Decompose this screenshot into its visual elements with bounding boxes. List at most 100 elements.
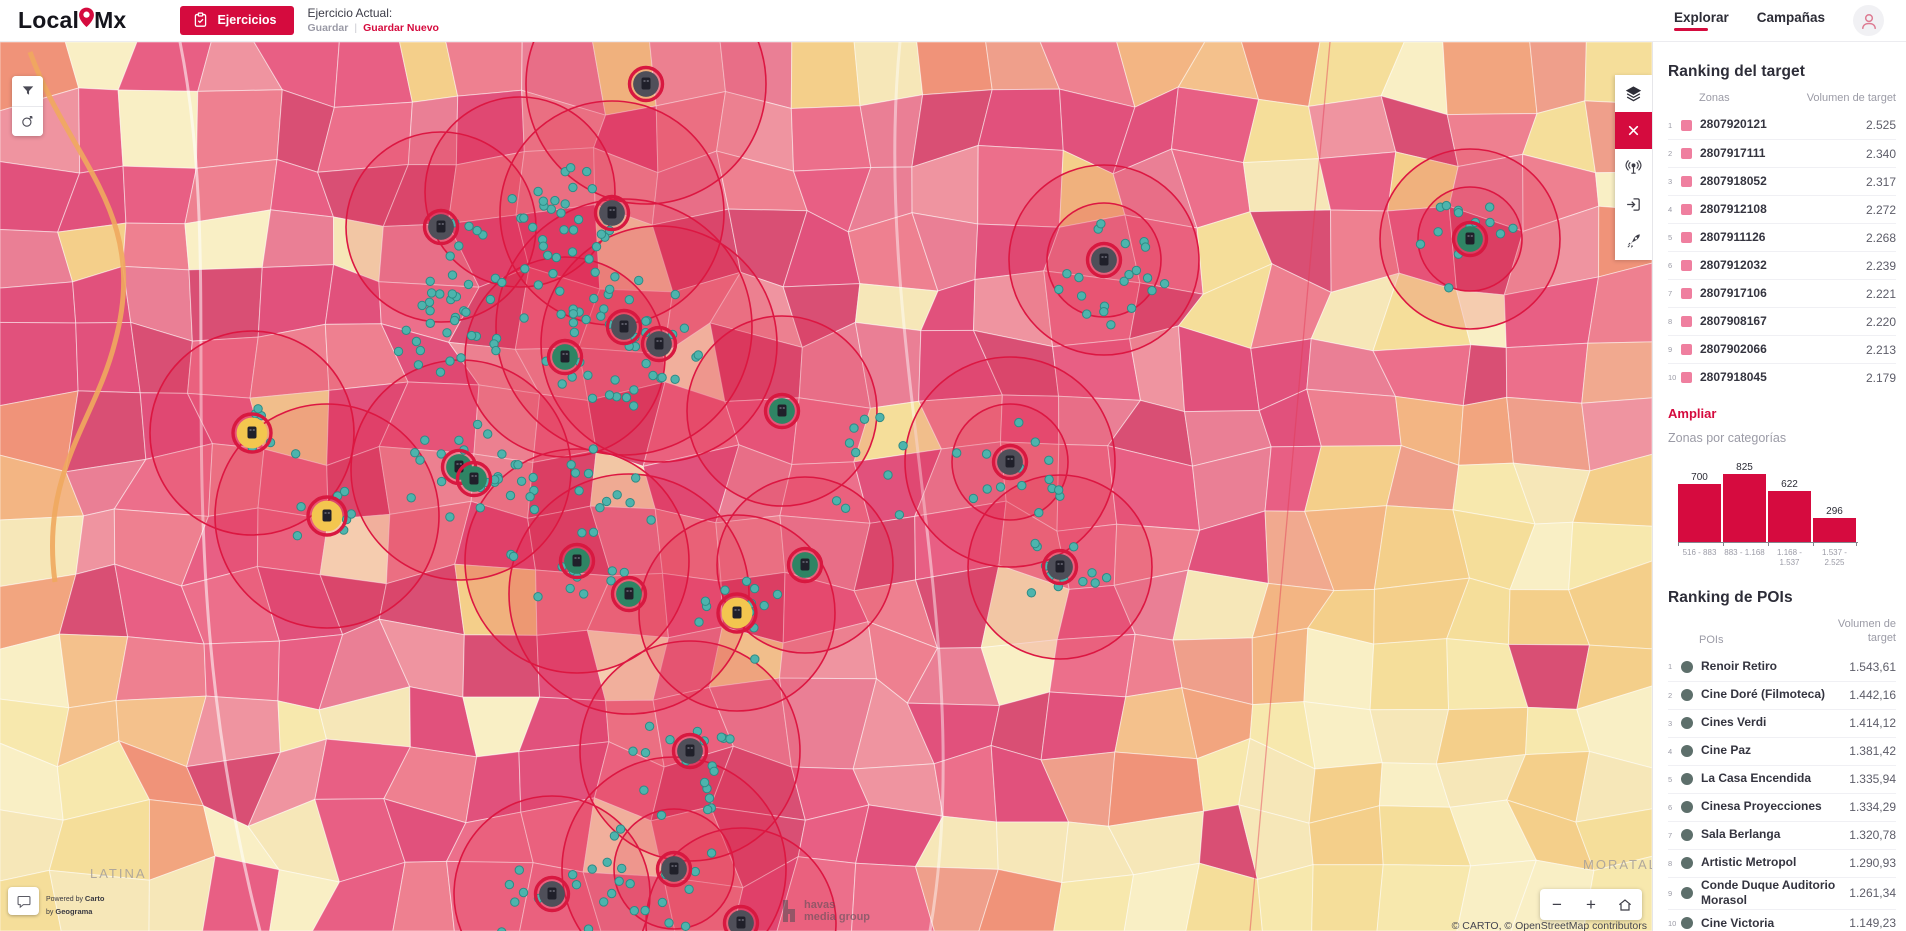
ampliar-link[interactable]: Ampliar bbox=[1668, 406, 1717, 421]
poi-ranking-table: 1 Renoir Retiro 1.543,61 2 Cine Doré (Filmot… bbox=[1668, 653, 1896, 931]
zones-bar-chart: 700 825 622 296 516 - 883 883 - 1.168 1.168 -… bbox=[1678, 459, 1858, 567]
area-select-button[interactable] bbox=[12, 106, 43, 136]
poi-table-header: POIs Volumen de target bbox=[1699, 618, 1896, 646]
zone-id: 2807918052 bbox=[1700, 173, 1767, 188]
poi-marker[interactable] bbox=[610, 575, 648, 613]
poi-marker[interactable] bbox=[455, 460, 493, 498]
poi-row[interactable]: 8 Artistic Metropol 1.290,93 bbox=[1668, 848, 1896, 877]
zoom-in-button[interactable]: + bbox=[1586, 894, 1596, 914]
poi-row[interactable]: 10 Cine Victoria 1.149,23 bbox=[1668, 908, 1896, 931]
poi-row[interactable]: 4 Cine Paz 1.381,42 bbox=[1668, 736, 1896, 765]
poi-swatch bbox=[1681, 660, 1693, 673]
rank-number: 8 bbox=[1668, 317, 1673, 326]
avatar[interactable] bbox=[1853, 5, 1884, 36]
rank-number: 9 bbox=[1668, 888, 1673, 898]
target-row[interactable]: 5 2807911126 2.268 bbox=[1668, 223, 1896, 251]
poi-row[interactable]: 2 Cine Doré (Filmoteca) 1.442,16 bbox=[1668, 680, 1896, 709]
map[interactable]: LATINA MORATALAZ bbox=[0, 42, 1652, 931]
rocket-button[interactable] bbox=[1615, 223, 1652, 260]
exit-button[interactable] bbox=[1615, 186, 1652, 223]
target-volume-value: 2.525 bbox=[1865, 118, 1896, 132]
bar-category-label: 516 - 883 bbox=[1682, 548, 1717, 557]
target-row[interactable]: 4 2807912108 2.272 bbox=[1668, 195, 1896, 223]
poi-row[interactable]: 1 Renoir Retiro 1.543,61 bbox=[1668, 653, 1896, 681]
signal-button[interactable] bbox=[1615, 149, 1652, 186]
bar-category-label: 1.168 - 1.537 bbox=[1777, 548, 1802, 567]
antenna-signal-icon bbox=[1625, 160, 1642, 174]
target-row[interactable]: 8 2807908167 2.220 bbox=[1668, 307, 1896, 335]
poi-marker[interactable] bbox=[627, 65, 665, 103]
poi-row[interactable]: 9 Conde Duque Auditorio Morasol 1.261,34 bbox=[1668, 876, 1896, 909]
zone-swatch bbox=[1681, 232, 1692, 243]
poi-row[interactable]: 6 Cinesa Proyecciones 1.334,29 bbox=[1668, 792, 1896, 821]
map-credits: Powered by Carto by Geograma bbox=[8, 887, 105, 918]
rank-number: 7 bbox=[1668, 830, 1673, 840]
target-volume-value: 2.340 bbox=[1865, 146, 1896, 161]
target-row[interactable]: 2 2807917111 2.340 bbox=[1668, 139, 1896, 167]
map-attribution[interactable]: © CARTO, © OpenStreetMap contributors bbox=[1451, 920, 1647, 931]
poi-row[interactable]: 3 Cines Verdi 1.414,12 bbox=[1668, 708, 1896, 737]
target-volume-value: 1.442,16 bbox=[1849, 688, 1896, 703]
bar-value-label: 622 bbox=[1781, 479, 1798, 490]
zoom-out-button[interactable]: − bbox=[1552, 894, 1562, 914]
map-canvas[interactable]: LATINA MORATALAZ bbox=[0, 42, 1652, 931]
poi-swatch bbox=[1681, 745, 1693, 758]
exit-door-icon bbox=[1627, 198, 1640, 211]
target-row[interactable]: 7 2807917106 2.221 bbox=[1668, 279, 1896, 307]
poi-marker[interactable] bbox=[786, 546, 824, 584]
poi-swatch bbox=[1681, 917, 1693, 930]
speech-bubble-icon bbox=[17, 895, 30, 908]
target-volume-value: 1.320,78 bbox=[1849, 828, 1896, 843]
geograma-brand: Geograma bbox=[55, 906, 93, 916]
poi-marker[interactable] bbox=[722, 904, 760, 931]
tab-campanas[interactable]: Campañas bbox=[1756, 10, 1825, 25]
top-nav: Explorar Campañas bbox=[1673, 10, 1825, 31]
guardar-nuevo-link[interactable]: Guardar Nuevo bbox=[363, 22, 439, 35]
poi-marker[interactable] bbox=[605, 308, 643, 346]
link-separator: | bbox=[354, 22, 358, 35]
poi-marker[interactable] bbox=[763, 392, 801, 430]
target-row[interactable]: 9 2807902066 2.213 bbox=[1668, 335, 1896, 363]
target-row[interactable]: 1 2807920121 2.525 bbox=[1668, 111, 1896, 139]
poi-marker[interactable] bbox=[1451, 220, 1489, 258]
poi-marker[interactable] bbox=[991, 443, 1029, 481]
rank-number: 9 bbox=[1668, 345, 1673, 354]
poi-marker[interactable] bbox=[231, 412, 273, 454]
poi-marker[interactable] bbox=[306, 495, 348, 537]
target-volume-value: 2.317 bbox=[1865, 174, 1896, 189]
rank-number: 8 bbox=[1668, 858, 1673, 868]
bar-value-label: 296 bbox=[1826, 506, 1843, 517]
poi-marker[interactable] bbox=[640, 325, 678, 363]
poi-row[interactable]: 5 La Casa Encendida 1.335,94 bbox=[1668, 764, 1896, 793]
bar-value-label: 700 bbox=[1691, 472, 1708, 483]
poi-marker[interactable] bbox=[716, 592, 758, 634]
target-volume-value: 2.220 bbox=[1865, 314, 1896, 329]
filter-button[interactable] bbox=[12, 76, 43, 106]
close-panel-button[interactable] bbox=[1615, 112, 1652, 149]
ejercicios-button[interactable]: Ejercicios bbox=[180, 6, 294, 35]
layers-button[interactable] bbox=[1615, 75, 1652, 112]
poi-marker[interactable] bbox=[533, 875, 571, 913]
chart-bar: 296 bbox=[1813, 506, 1856, 542]
poi-marker[interactable] bbox=[422, 208, 460, 246]
poi-marker[interactable] bbox=[546, 338, 584, 376]
home-button[interactable] bbox=[1608, 889, 1642, 920]
chat-button[interactable] bbox=[8, 887, 39, 915]
rank-number: 2 bbox=[1668, 690, 1673, 700]
poi-marker[interactable] bbox=[558, 542, 596, 580]
poi-marker[interactable] bbox=[1085, 241, 1123, 279]
target-row[interactable]: 10 2807918045 2.179 bbox=[1668, 363, 1896, 391]
home-icon bbox=[1618, 898, 1632, 911]
guardar-link[interactable]: Guardar bbox=[307, 22, 349, 35]
poi-row[interactable]: 7 Sala Berlanga 1.320,78 bbox=[1668, 820, 1896, 849]
poi-marker[interactable] bbox=[1041, 548, 1079, 586]
poi-marker[interactable] bbox=[655, 850, 693, 888]
poi-marker[interactable] bbox=[671, 732, 709, 770]
logo: Local Mx bbox=[18, 6, 126, 36]
poi-marker[interactable] bbox=[593, 194, 631, 232]
havas-logo-icon bbox=[783, 899, 795, 922]
target-row[interactable]: 6 2807912032 2.239 bbox=[1668, 251, 1896, 279]
target-volume-value: 1.261,34 bbox=[1849, 886, 1896, 901]
tab-explorar[interactable]: Explorar bbox=[1673, 10, 1729, 31]
target-row[interactable]: 3 2807918052 2.317 bbox=[1668, 167, 1896, 195]
